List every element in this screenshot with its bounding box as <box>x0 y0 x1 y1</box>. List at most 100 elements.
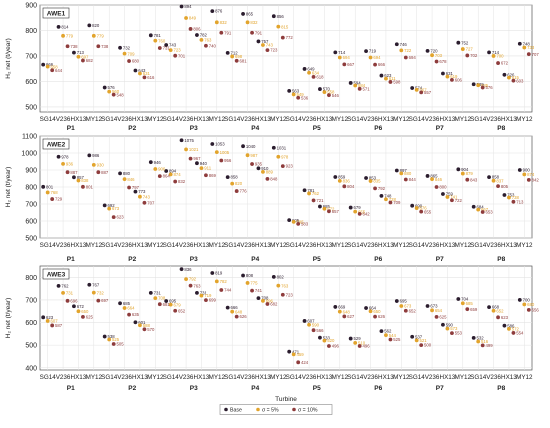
point-minus5 <box>122 306 127 310</box>
point-label-base: 759 <box>446 192 454 197</box>
point-label-minus5: 525 <box>112 337 120 342</box>
point-label-base: 607 <box>307 319 315 324</box>
point-label-minus5: 874 <box>173 172 181 177</box>
point-label-minus10: 721 <box>316 198 324 203</box>
point-minus10 <box>127 312 131 317</box>
x-tick-label: SG14 <box>347 116 364 123</box>
point-minus10 <box>480 343 485 348</box>
point-label-base: 626 <box>507 72 515 77</box>
point-label-minus10: 956 <box>224 158 232 163</box>
x-tick-label: SG14 <box>40 242 57 249</box>
point-minus5 <box>153 296 158 301</box>
point-label-base: 1053 <box>215 142 225 147</box>
point-label-minus5: 889 <box>266 169 274 174</box>
point-label-base: 685 <box>123 301 131 306</box>
point-label-base: 946 <box>154 160 162 165</box>
point-label-base: 894 <box>169 169 177 174</box>
point-label-base: 679 <box>353 205 361 210</box>
point-label-base: 700 <box>523 298 531 303</box>
x-tick-label: SG14 <box>163 116 180 123</box>
point-label-minus5: 648 <box>235 309 243 314</box>
point-label-minus5: 658 <box>50 64 58 69</box>
point-label-minus5: 775 <box>250 281 258 286</box>
point-minus10 <box>142 327 147 332</box>
y-tick-label: 700 <box>25 298 37 305</box>
point-minus10 <box>50 323 55 328</box>
y-tick-label: 600 <box>25 79 37 86</box>
point-label-base: 666 <box>230 305 238 310</box>
point-label-minus5: 590 <box>312 322 320 327</box>
point-label-base: 673 <box>430 304 438 309</box>
x-tick-label: V236 <box>240 116 255 123</box>
plot-area <box>39 4 533 113</box>
point-minus10 <box>111 92 116 97</box>
point-minus10 <box>219 288 224 292</box>
x-tick-label: MY12 <box>270 242 287 249</box>
group-label: P4 <box>251 256 259 263</box>
point-minus5 <box>476 207 481 212</box>
point-label-minus10: 576 <box>485 85 493 90</box>
point-minus5 <box>414 338 419 343</box>
point-base <box>133 189 138 194</box>
point-label-base: 594 <box>353 81 361 86</box>
point-base <box>333 305 338 309</box>
point-minus10 <box>388 200 393 205</box>
point-minus10 <box>50 197 55 201</box>
point-minus10 <box>311 328 316 333</box>
point-label-minus10: 696 <box>70 298 78 303</box>
point-label-minus5: 567 <box>419 87 427 92</box>
point-minus5 <box>107 89 112 94</box>
x-tick-label: V236 <box>302 242 317 249</box>
x-tick-label: HX13 <box>378 242 394 249</box>
point-label-minus5: 779 <box>66 33 74 38</box>
point-base <box>287 88 292 93</box>
x-tick-label: V236 <box>179 116 194 123</box>
x-tick-label: HX13 <box>501 116 517 123</box>
point-label-base: 894 <box>184 4 192 9</box>
point-minus10 <box>111 342 116 346</box>
x-tick-label: HX13 <box>255 374 271 381</box>
point-label-base: 808 <box>246 273 254 278</box>
point-label-base: 865 <box>430 174 438 179</box>
point-minus5 <box>199 293 204 298</box>
x-tick-label: HX13 <box>132 374 148 381</box>
point-base <box>302 188 307 193</box>
x-tick-label: V236 <box>117 116 132 123</box>
point-minus10 <box>434 59 439 64</box>
point-label-base: 782 <box>200 33 208 38</box>
point-base <box>118 301 122 306</box>
x-tick-label: HX13 <box>194 374 210 381</box>
point-label-minus5: 727 <box>466 47 474 52</box>
point-base <box>487 305 491 310</box>
point-base <box>318 204 322 209</box>
point-label-base: 714 <box>338 50 346 55</box>
point-label-minus5: 696 <box>266 298 274 303</box>
point-minus10 <box>81 314 85 319</box>
point-label-minus10: 763 <box>193 283 201 288</box>
point-minus5 <box>399 48 404 53</box>
x-tick-label: MY12 <box>332 374 349 381</box>
point-base <box>425 174 430 178</box>
x-tick-label: SG14 <box>409 242 426 249</box>
x-tick-label: V236 <box>117 242 132 249</box>
point-label-minus10: 680 <box>132 59 140 64</box>
point-base <box>164 43 169 47</box>
point-label-minus10: 697 <box>101 298 109 303</box>
x-tick-label: V236 <box>363 116 378 123</box>
point-minus5 <box>384 197 388 202</box>
point-label-minus10: 656 <box>532 307 540 312</box>
point-base <box>179 138 184 143</box>
point-base <box>287 218 292 223</box>
legend-box <box>219 404 333 415</box>
point-minus5 <box>291 219 296 224</box>
point-base <box>441 71 445 76</box>
point-base <box>210 142 215 146</box>
point-base <box>517 41 522 46</box>
point-minus5 <box>214 279 219 284</box>
point-label-minus10: 626 <box>239 314 247 319</box>
point-base <box>487 175 491 180</box>
x-tick-label: SG14 <box>470 374 487 381</box>
point-base <box>87 153 92 158</box>
point-label-minus10: 791 <box>255 30 263 35</box>
point-label-minus10: 642 <box>362 211 370 216</box>
